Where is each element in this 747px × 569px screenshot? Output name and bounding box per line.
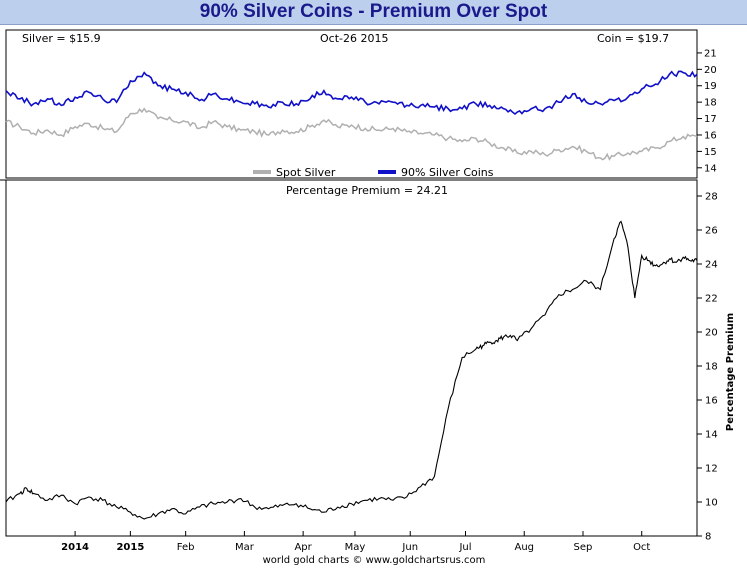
- x-tick-label: 2015: [116, 542, 144, 553]
- bottom-panel-frame: [5, 179, 698, 537]
- legend-coin-label: 90% Silver Coins: [401, 166, 494, 179]
- title-bar: [0, 0, 747, 25]
- top-y-tick-label: 15: [704, 147, 717, 158]
- top-y-tick-label: 18: [704, 98, 717, 109]
- top-y-tick-label: 16: [704, 130, 717, 141]
- legend-spot-label: Spot Silver: [276, 166, 336, 179]
- x-tick-label: Aug: [514, 542, 534, 553]
- date-label: Oct-26 2015: [320, 32, 388, 45]
- x-tick-label: Feb: [177, 542, 195, 553]
- silver-price-label: Silver = $15.9: [22, 32, 101, 45]
- top-y-tick-label: 20: [704, 65, 717, 76]
- bottom-y-tick-label: 16: [705, 396, 718, 407]
- bottom-y-tick-label: 12: [705, 464, 718, 475]
- x-tick-label: Sep: [574, 542, 593, 553]
- x-tick-label: 2014: [61, 542, 89, 553]
- bottom-y-tick-label: 26: [705, 226, 718, 237]
- spot-silver-line: [5, 107, 698, 161]
- premium-line: [5, 220, 698, 520]
- bottom-y-tick-label: 24: [705, 260, 718, 271]
- x-tick-label: Apr: [294, 542, 312, 553]
- bottom-y-tick-label: 28: [705, 192, 718, 203]
- x-tick-label: Jun: [401, 542, 418, 553]
- x-tick-label: May: [345, 542, 366, 553]
- footer-credit: world gold charts © www.goldchartsrus.co…: [263, 555, 486, 566]
- coin-price-label: Coin = $19.7: [597, 32, 669, 45]
- y-axis-label: Percentage Premium: [725, 313, 736, 431]
- bottom-y-tick-label: 10: [705, 498, 718, 509]
- bottom-y-tick-label: 18: [705, 362, 718, 373]
- silver-coins-line: [5, 70, 698, 116]
- premium-title: Percentage Premium = 24.21: [286, 184, 448, 197]
- chart-title: 90% Silver Coins - Premium Over Spot: [199, 1, 548, 22]
- top-y-tick-label: 19: [704, 81, 717, 92]
- bottom-y-tick-label: 22: [705, 294, 718, 305]
- top-y-tick-label: 21: [704, 48, 717, 59]
- x-tick-label: Mar: [235, 542, 255, 553]
- x-tick-label: Oct: [633, 542, 650, 553]
- x-tick-label: Jul: [458, 542, 471, 553]
- bottom-y-tick-label: 20: [705, 328, 718, 339]
- top-y-tick-label: 17: [704, 114, 717, 125]
- bottom-y-tick-label: 8: [705, 532, 711, 543]
- top-y-tick-label: 14: [704, 163, 717, 174]
- bottom-y-tick-label: 14: [705, 430, 718, 441]
